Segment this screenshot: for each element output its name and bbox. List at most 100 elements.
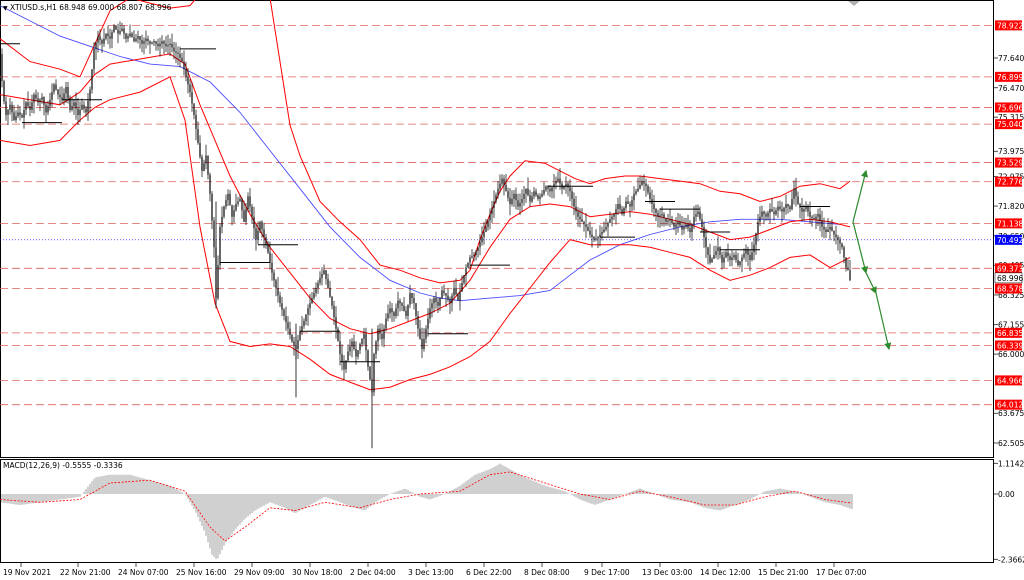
- candle-body: [299, 331, 301, 341]
- candle-body: [239, 198, 241, 202]
- candle: [157, 38, 159, 51]
- candle-body: [119, 31, 121, 34]
- candle: [773, 206, 775, 221]
- candle-body: [487, 220, 489, 227]
- candle-body: [757, 221, 759, 234]
- candle-body: [113, 25, 115, 33]
- candle-body: [83, 104, 85, 109]
- candle: [785, 194, 787, 215]
- candle-body: [605, 226, 607, 230]
- candle-body: [77, 108, 79, 115]
- price-tick-label: 62.505: [998, 439, 1024, 448]
- candle-body: [441, 290, 443, 299]
- candle-body: [169, 43, 171, 46]
- collapse-triangle-icon[interactable]: ▼: [3, 5, 8, 12]
- candle: [789, 204, 791, 213]
- candle: [321, 267, 323, 286]
- candle: [817, 208, 819, 227]
- candle-body: [151, 42, 153, 44]
- candle-body: [467, 262, 469, 268]
- candle: [77, 98, 79, 125]
- candle: [489, 208, 491, 230]
- candle: [337, 326, 339, 342]
- candle: [439, 297, 441, 311]
- candle: [181, 52, 183, 63]
- candle: [515, 187, 517, 210]
- candle: [781, 201, 783, 223]
- chart-shift-marker-icon[interactable]: [848, 1, 860, 6]
- candle-body: [173, 47, 175, 52]
- candle-body: [695, 214, 697, 217]
- candle: [713, 245, 715, 259]
- candle-body: [415, 303, 417, 316]
- candle-body: [761, 211, 763, 217]
- candle: [311, 291, 313, 304]
- candle-body: [461, 282, 463, 292]
- candle: [545, 185, 547, 192]
- candle-body: [823, 226, 825, 230]
- candle: [285, 306, 287, 331]
- candle-body: [553, 183, 555, 188]
- candle-body: [591, 234, 593, 238]
- candle-body: [277, 287, 279, 296]
- candle-body: [815, 216, 817, 220]
- candle-body: [123, 28, 125, 34]
- candle-body: [635, 191, 637, 194]
- price-panel[interactable]: [0, 0, 994, 458]
- candle: [671, 215, 673, 225]
- candle-body: [193, 103, 195, 115]
- candle-body: [777, 206, 779, 211]
- candle: [485, 218, 487, 233]
- candle: [751, 241, 753, 262]
- candle: [761, 205, 763, 220]
- macd-panel[interactable]: [0, 459, 994, 563]
- candle: [391, 303, 393, 323]
- candle-body: [17, 112, 19, 117]
- candle-body: [627, 201, 629, 205]
- candle-body: [189, 84, 191, 93]
- candle: [437, 297, 439, 313]
- candle-body: [803, 209, 805, 212]
- candle-body: [39, 99, 41, 103]
- candle-body: [655, 209, 657, 213]
- candle-body: [747, 249, 749, 255]
- candle: [253, 206, 255, 240]
- candle-body: [813, 218, 815, 220]
- candle-body: [691, 224, 693, 232]
- candle-body: [267, 244, 269, 253]
- candle: [345, 360, 347, 373]
- candle-body: [503, 178, 505, 185]
- candle-body: [323, 270, 325, 274]
- candle-body: [167, 45, 169, 47]
- candle-body: [457, 294, 459, 301]
- candle-body: [455, 287, 457, 295]
- candle-body: [723, 257, 725, 263]
- candle: [27, 91, 29, 109]
- candle: [645, 178, 647, 197]
- candle-body: [107, 33, 109, 37]
- candle-body: [95, 42, 97, 49]
- time-label: 22 Nov 21:00: [60, 568, 111, 577]
- candle: [47, 100, 49, 116]
- candle: [685, 217, 687, 230]
- candle: [61, 86, 63, 104]
- candle: [29, 101, 31, 117]
- candle: [231, 204, 233, 226]
- candle-body: [617, 204, 619, 210]
- candle: [131, 31, 133, 38]
- candle-body: [471, 256, 473, 258]
- candle-body: [145, 38, 147, 42]
- candle: [639, 175, 641, 190]
- candle: [413, 293, 415, 310]
- candle-body: [25, 102, 27, 110]
- candle: [69, 95, 71, 113]
- candle: [185, 61, 187, 82]
- candle: [241, 197, 243, 219]
- candle-body: [699, 211, 701, 220]
- time-label: 2 Dec 04:00: [350, 568, 396, 577]
- candle: [629, 201, 631, 218]
- candle: [279, 291, 281, 308]
- candle: [243, 200, 245, 223]
- candle: [843, 245, 845, 264]
